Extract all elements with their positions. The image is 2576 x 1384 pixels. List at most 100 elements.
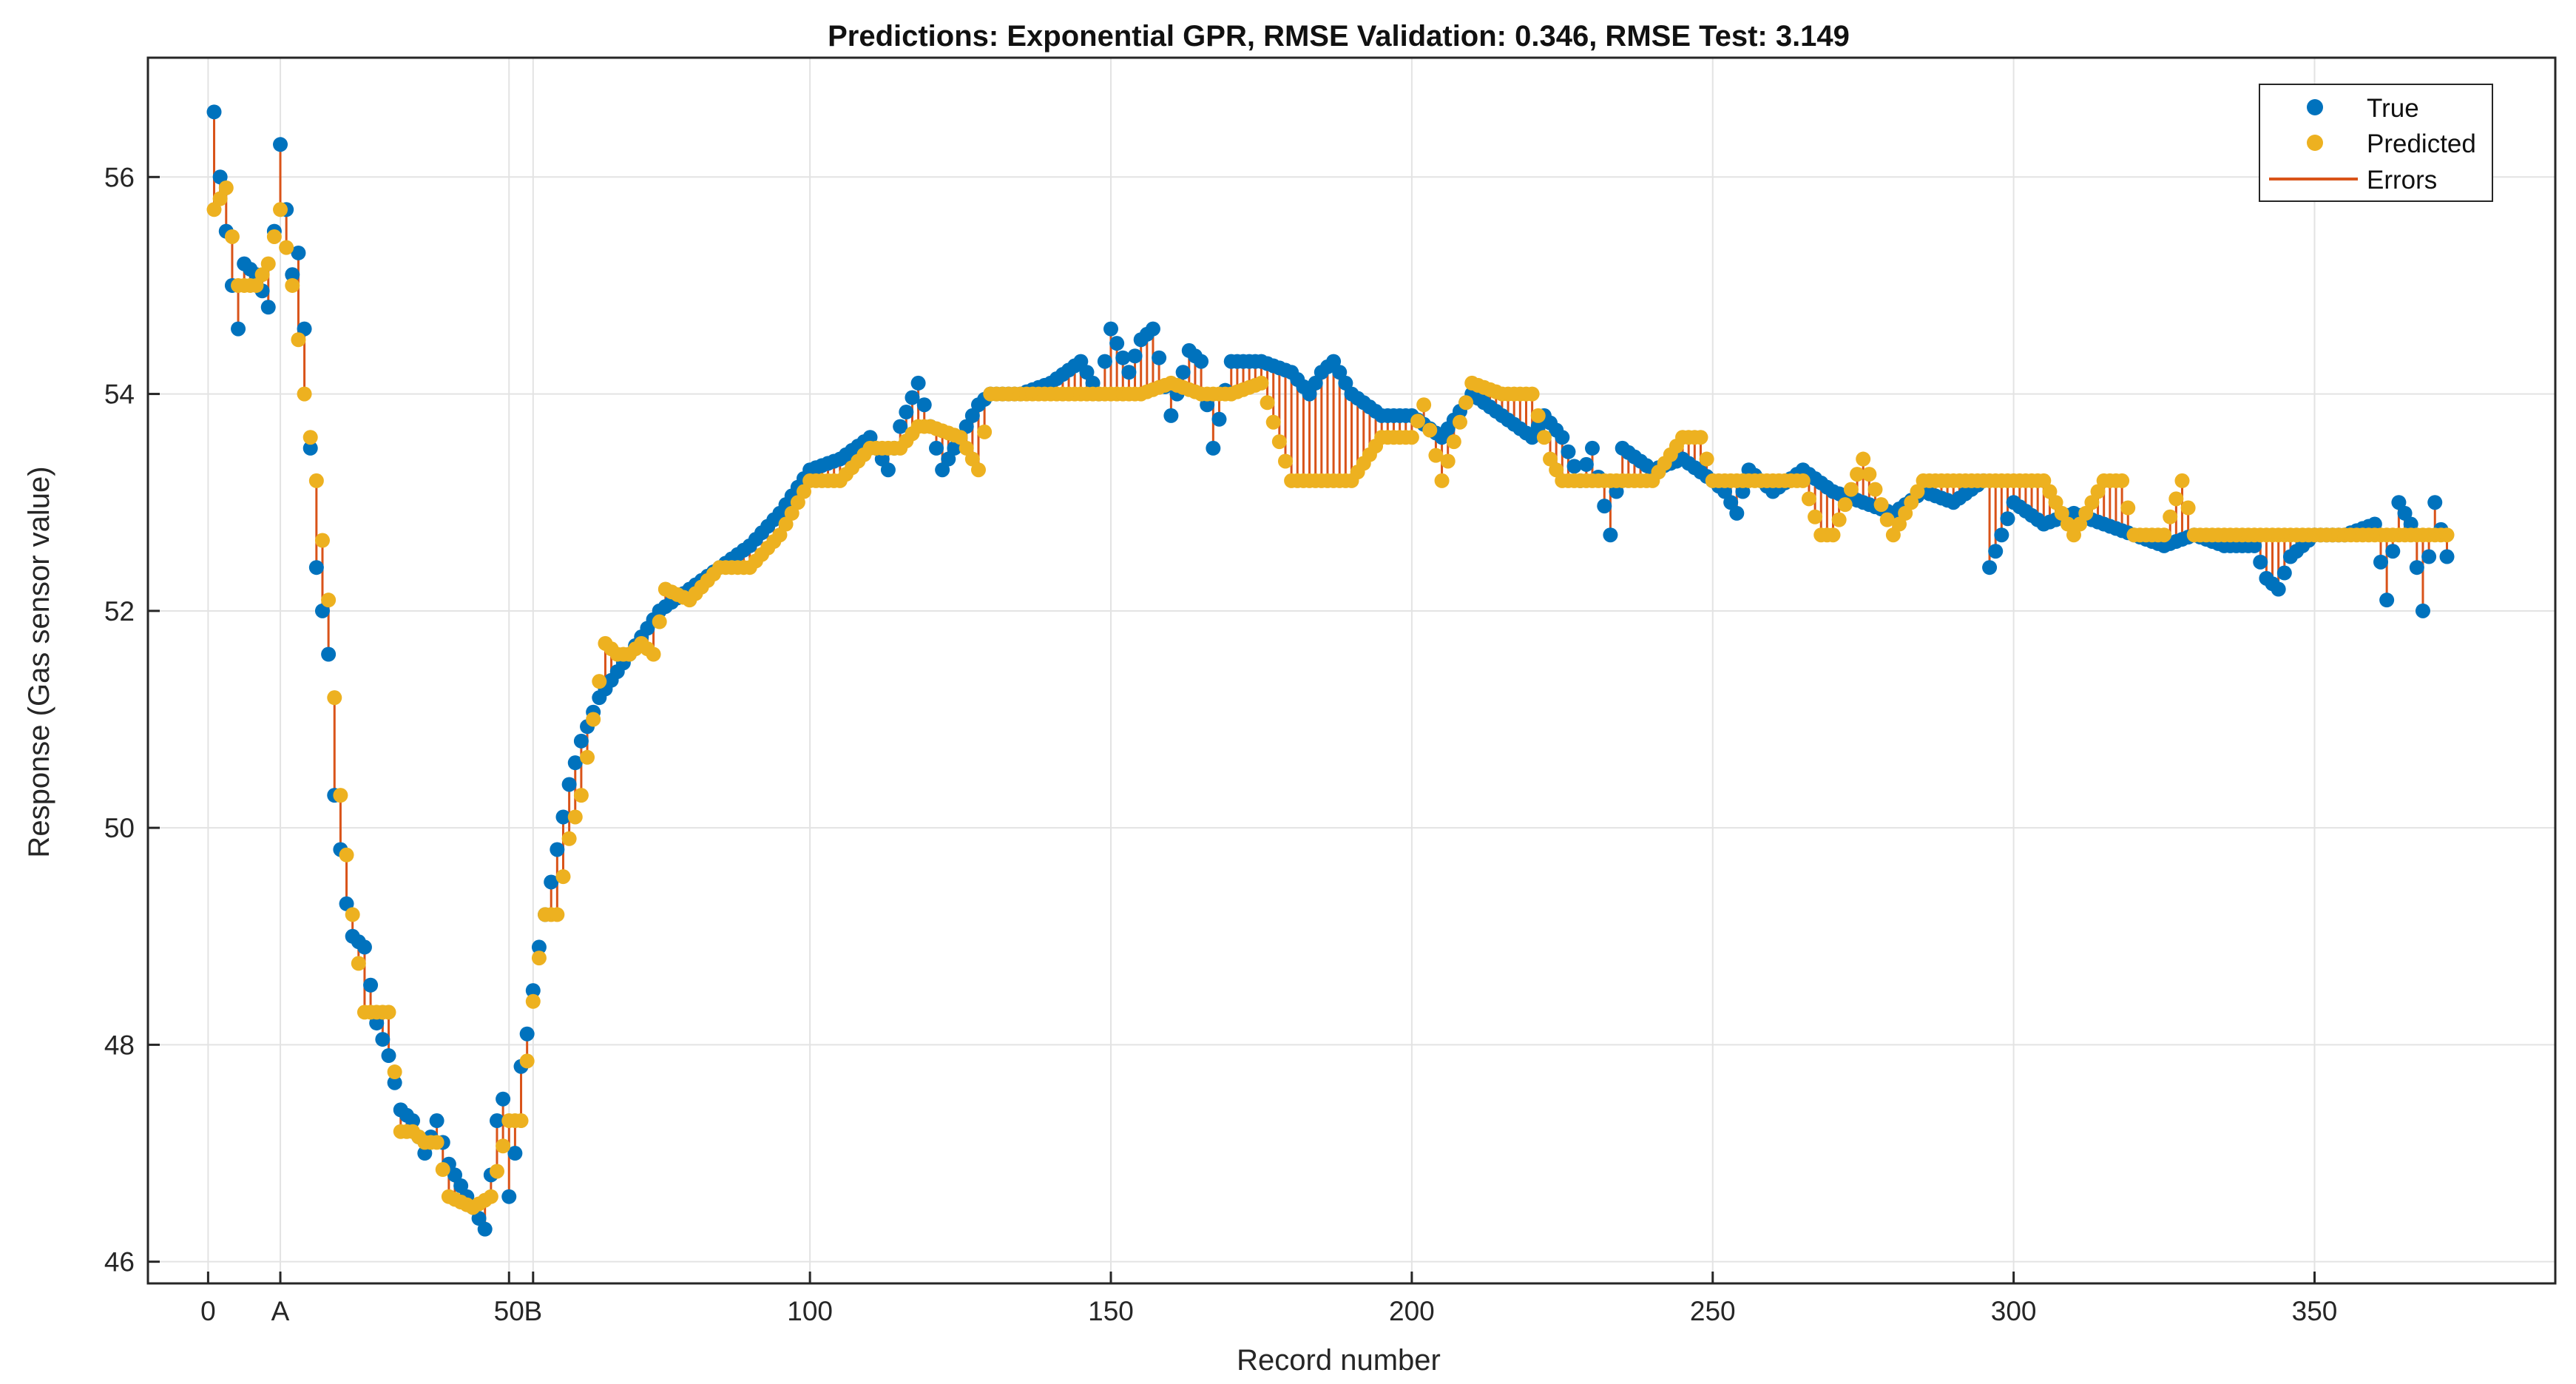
true-point <box>519 1026 535 1042</box>
true-point <box>2397 505 2413 521</box>
true-point <box>1206 440 1221 456</box>
true-point <box>2421 549 2437 564</box>
predicted-point <box>249 277 264 293</box>
true-point <box>1308 375 1323 391</box>
predicted-point <box>224 229 240 244</box>
true-point <box>1982 560 1998 575</box>
predicted-point <box>1524 386 1540 402</box>
predicted-series <box>206 180 2455 1215</box>
true-point <box>2385 544 2401 559</box>
predicted-point <box>1693 430 1708 445</box>
true-point <box>417 1146 433 1161</box>
predicted-point <box>327 690 342 706</box>
predicted-point <box>586 712 601 727</box>
legend-predicted-label: Predicted <box>2367 129 2476 158</box>
predicted-point <box>1452 414 1467 430</box>
true-point <box>2415 603 2430 618</box>
true-point <box>573 733 589 749</box>
predicted-point <box>273 202 288 217</box>
true-point <box>1085 375 1101 391</box>
true-point <box>321 647 337 662</box>
true-point <box>1578 456 1594 472</box>
true-point <box>1175 365 1191 380</box>
y-tick-label: 56 <box>104 162 135 192</box>
predicted-point <box>387 1064 402 1080</box>
true-point <box>880 462 896 478</box>
true-point <box>273 137 288 152</box>
predicted-point <box>2048 495 2063 510</box>
true-point <box>525 983 541 999</box>
legend-predicted-marker <box>2307 135 2323 151</box>
true-point <box>2427 495 2443 510</box>
true-point <box>1152 350 1167 365</box>
true-point <box>1145 321 1160 337</box>
predicted-point <box>266 229 282 244</box>
x-axis-label: Record number <box>1237 1344 1441 1377</box>
predicted-point <box>279 240 294 255</box>
predicted-point <box>321 593 337 608</box>
true-point <box>531 939 547 955</box>
true-point <box>1566 459 1582 474</box>
predicted-point <box>1862 467 1877 482</box>
predicted-point <box>652 614 667 629</box>
true-point <box>387 1075 402 1090</box>
true-point <box>2409 560 2424 575</box>
true-point <box>291 245 306 260</box>
plot-area <box>148 58 2555 1283</box>
true-point <box>1585 440 1600 456</box>
predicted-point <box>1831 512 1847 527</box>
x-tick-label: 250 <box>1690 1296 1736 1326</box>
predicted-point <box>1458 395 1474 411</box>
predicted-point <box>1892 516 1907 532</box>
predicted-point <box>314 533 330 548</box>
true-point <box>260 300 276 315</box>
predicted-point <box>1850 467 1865 482</box>
true-point <box>308 560 324 575</box>
x-tick-label: 150 <box>1088 1296 1134 1326</box>
predicted-point <box>2036 473 2052 488</box>
predicted-point <box>1254 375 1269 391</box>
predicted-point <box>483 1189 498 1204</box>
true-point <box>453 1178 469 1194</box>
predicted-point <box>1885 527 1901 543</box>
predicted-point <box>1428 448 1444 463</box>
predicted-point <box>333 788 348 803</box>
true-point <box>555 809 571 825</box>
true-point <box>1603 527 1618 543</box>
true-point <box>231 321 246 337</box>
predicted-point <box>381 1005 396 1020</box>
true-point <box>2403 516 2418 532</box>
true-point <box>567 755 583 771</box>
true-point <box>1332 365 1348 380</box>
predicted-point <box>1530 408 1546 423</box>
x-axis-ticks: 0 A 50 B 100 150 200 250 300 350 <box>200 1272 2337 1326</box>
predicted-point <box>285 277 300 293</box>
true-point <box>1097 354 1112 369</box>
x-tick-label: 350 <box>2292 1296 2338 1326</box>
true-point <box>1109 336 1125 351</box>
predicted-point <box>790 495 805 510</box>
predicted-point <box>2163 509 2178 524</box>
y-axis-ticks: 46 48 50 52 54 56 <box>104 162 160 1277</box>
predicted-point <box>1440 453 1456 469</box>
predicted-point <box>496 1138 511 1154</box>
true-point <box>2253 554 2268 570</box>
predicted-point <box>1410 413 1426 429</box>
predicted-point <box>2090 484 2106 499</box>
true-point <box>2367 516 2382 532</box>
x-tick-label: 0 <box>200 1296 216 1326</box>
x-tick-label: 300 <box>1991 1296 2037 1326</box>
true-point <box>2000 511 2015 527</box>
predicted-point <box>2114 473 2130 488</box>
true-point <box>297 321 312 337</box>
true-point <box>2271 581 2286 597</box>
predicted-point <box>435 1162 450 1178</box>
true-point <box>1302 386 1317 402</box>
true-point <box>489 1113 504 1129</box>
predicted-point <box>2120 500 2136 516</box>
predicted-point <box>1543 451 1558 467</box>
predicted-point <box>2060 516 2075 532</box>
true-point <box>947 440 962 456</box>
chart-title: Predictions: Exponential GPR, RMSE Valid… <box>828 20 1850 53</box>
x-tick-label: 100 <box>787 1296 833 1326</box>
